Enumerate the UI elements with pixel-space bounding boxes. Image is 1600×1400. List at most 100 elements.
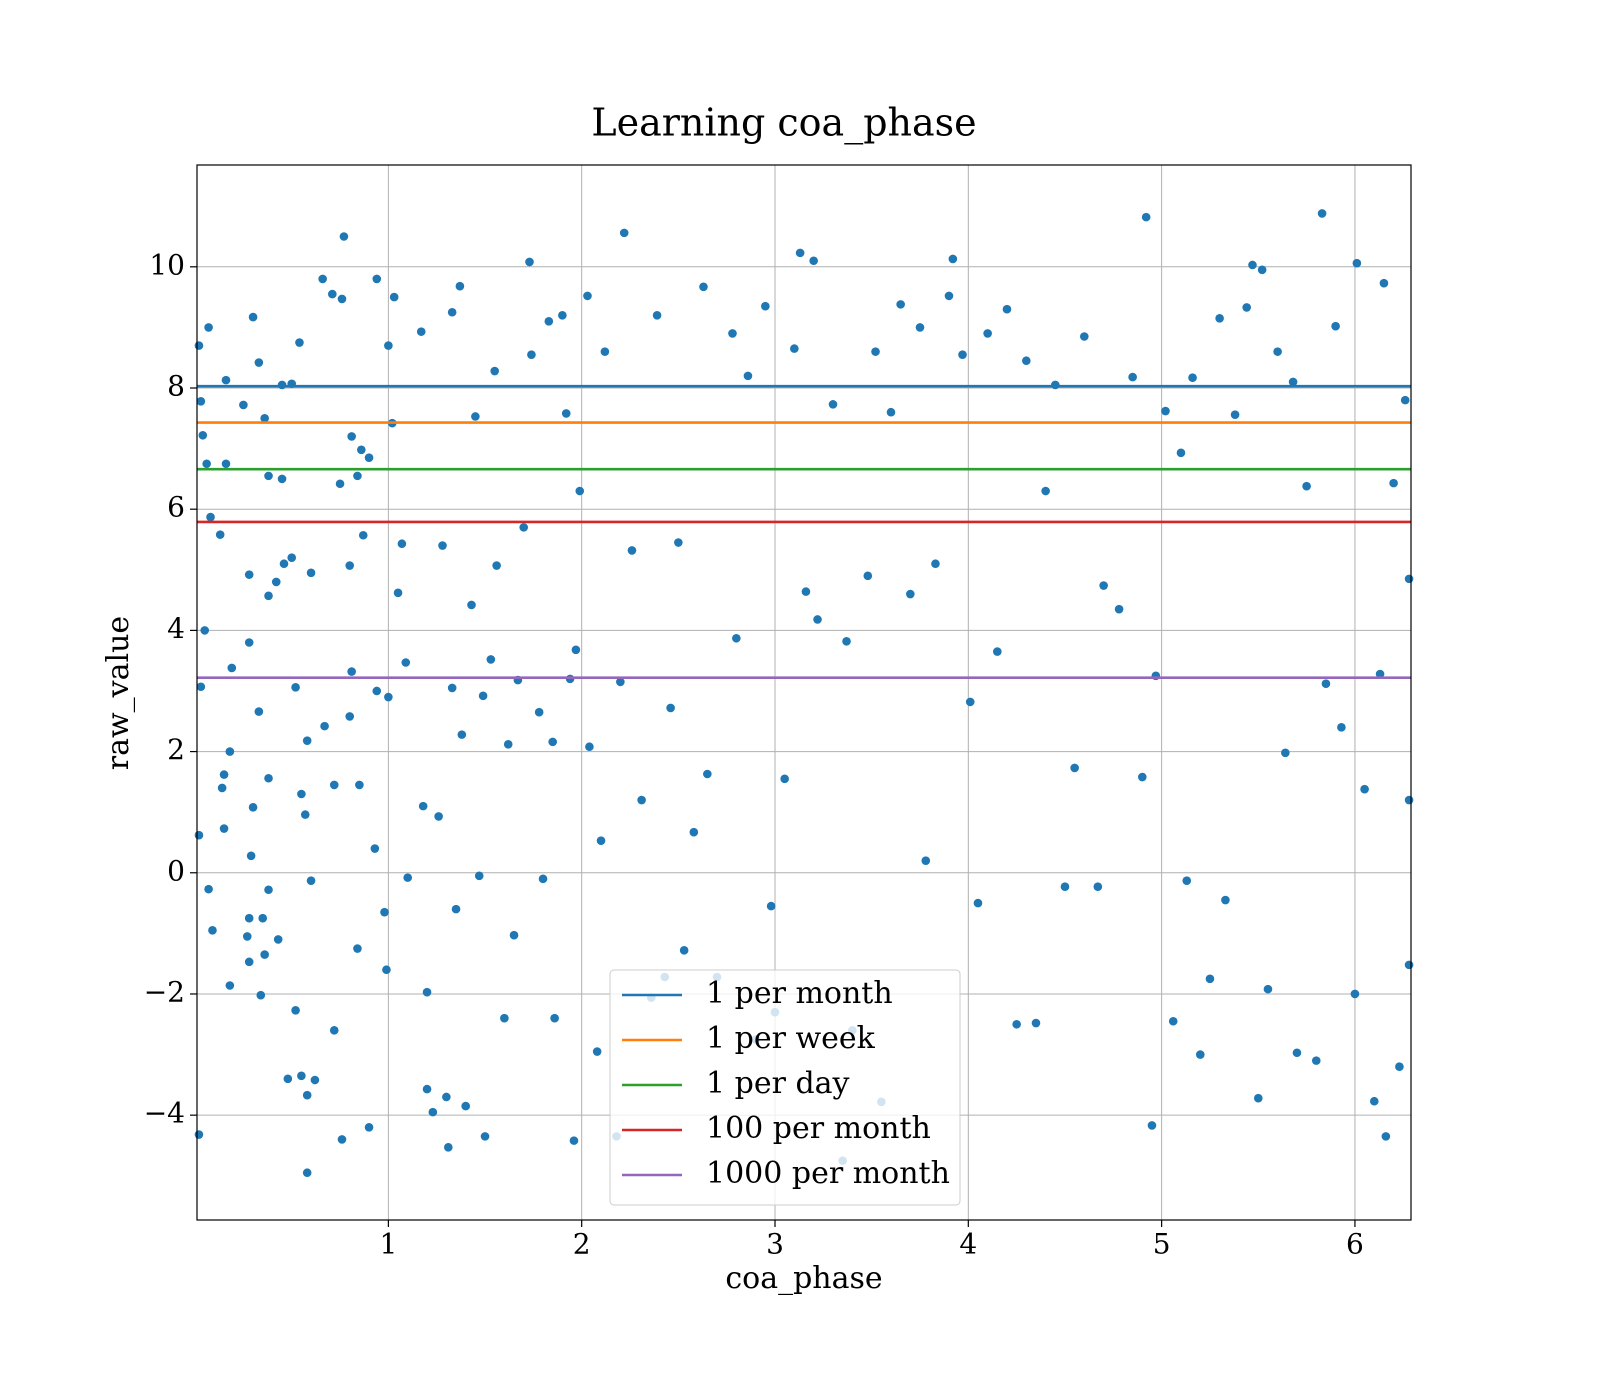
- scatter-point: [973, 898, 983, 908]
- scatter-point: [403, 873, 413, 882]
- scatter-point: [239, 400, 248, 410]
- scatter-point: [260, 950, 269, 959]
- scatter-point: [1002, 304, 1012, 314]
- y-tick-label: −4: [144, 1097, 185, 1130]
- scatter-point: [302, 736, 312, 745]
- scatter-point: [801, 587, 811, 596]
- scatter-point: [438, 541, 447, 550]
- scatter-point: [652, 310, 662, 320]
- scatter-point: [921, 856, 931, 865]
- scatter-point: [958, 350, 967, 359]
- scatter-point: [221, 375, 231, 385]
- scatter-point: [993, 647, 1002, 656]
- scatter-point: [219, 770, 229, 779]
- scatter-point: [461, 1101, 471, 1111]
- scatter-point: [1389, 478, 1398, 488]
- scatter-point: [592, 1047, 602, 1056]
- scatter-point: [766, 901, 776, 911]
- scatter-point: [616, 677, 625, 687]
- scatter-point: [1395, 1062, 1404, 1071]
- scatter-point: [264, 591, 273, 601]
- scatter-point: [345, 561, 355, 570]
- plot-frame: [196, 164, 1412, 1221]
- scatter-point: [248, 312, 258, 322]
- scatter-point: [944, 291, 954, 301]
- scatter-point: [370, 844, 380, 853]
- scatter-point: [1288, 377, 1298, 387]
- scatter-point: [219, 824, 229, 833]
- scatter-point: [627, 546, 637, 555]
- scatter-point: [1137, 772, 1147, 782]
- scatter-point: [743, 371, 753, 381]
- scatter-point: [571, 645, 581, 655]
- scatter-point: [1321, 679, 1331, 689]
- scatter-point: [1168, 1016, 1178, 1026]
- scatter-point: [1242, 303, 1251, 312]
- scatter-point: [384, 341, 393, 350]
- scatter-point: [1141, 212, 1151, 222]
- y-tick-label: 6: [167, 491, 185, 524]
- scatter-point: [200, 626, 210, 635]
- scatter-point: [637, 795, 646, 805]
- scatter-point: [790, 344, 799, 353]
- scatter-point: [337, 294, 347, 304]
- y-tick-label: 2: [167, 733, 185, 766]
- scatter-point: [1292, 1048, 1302, 1058]
- scatter-point: [364, 453, 374, 462]
- scatter-point: [345, 712, 355, 721]
- scatter-point: [300, 810, 310, 819]
- scatter-point: [271, 577, 281, 587]
- scatter-point: [915, 323, 925, 332]
- scatter-point: [1253, 1093, 1263, 1103]
- scatter-point: [1311, 1056, 1321, 1065]
- scatter-point: [474, 871, 484, 881]
- scatter-point: [863, 571, 873, 581]
- scatter-point: [1352, 258, 1362, 268]
- scatter-point: [335, 479, 345, 489]
- scatter-point: [258, 913, 268, 923]
- scatter-point: [480, 1132, 490, 1141]
- scatter-point: [1182, 876, 1192, 885]
- x-tick-label: 4: [959, 1228, 977, 1261]
- x-tick-label: 6: [1346, 1228, 1364, 1261]
- scatter-point: [306, 568, 316, 578]
- scatter-point: [221, 459, 231, 469]
- scatter-point: [1400, 395, 1410, 405]
- scatter-point: [382, 965, 391, 975]
- y-tick-label: 10: [149, 248, 185, 281]
- scatter-point: [260, 413, 269, 423]
- scatter-point: [194, 341, 204, 350]
- scatter-point: [813, 615, 822, 624]
- scatter-point: [295, 338, 304, 347]
- chart-title: Learning coa_phase: [591, 101, 976, 146]
- y-tick-label: 4: [167, 612, 185, 645]
- scatter-point: [194, 1130, 204, 1139]
- scatter-point: [291, 1006, 300, 1015]
- legend-label: 100 per month: [706, 1111, 931, 1146]
- scatter-point: [544, 317, 554, 326]
- scatter-point: [728, 329, 737, 338]
- scatter-point: [306, 876, 316, 885]
- y-tick-label: −2: [144, 975, 185, 1008]
- legend-label: 1 per week: [706, 1021, 876, 1056]
- scatter-point: [264, 773, 273, 783]
- scatter-point: [337, 1135, 347, 1144]
- scatter-point: [965, 697, 975, 707]
- scatter-point: [558, 310, 567, 320]
- scatter-point: [1263, 984, 1273, 994]
- scatter-point: [422, 1084, 432, 1094]
- scatter-point: [384, 692, 393, 702]
- scatter-point: [196, 682, 206, 692]
- scatter-point: [328, 289, 337, 299]
- scatter-point: [457, 730, 467, 739]
- scatter-point: [1128, 372, 1137, 382]
- y-tick-label: 0: [167, 854, 185, 887]
- scatter-point: [1248, 260, 1257, 270]
- scatter-point: [196, 397, 206, 406]
- scatter-point: [1205, 974, 1215, 984]
- scatter-point: [208, 926, 217, 935]
- scatter-point: [1031, 1018, 1041, 1028]
- scatter-point: [1221, 895, 1230, 905]
- x-tick-label: 2: [573, 1228, 591, 1261]
- scatter-point: [283, 1074, 293, 1084]
